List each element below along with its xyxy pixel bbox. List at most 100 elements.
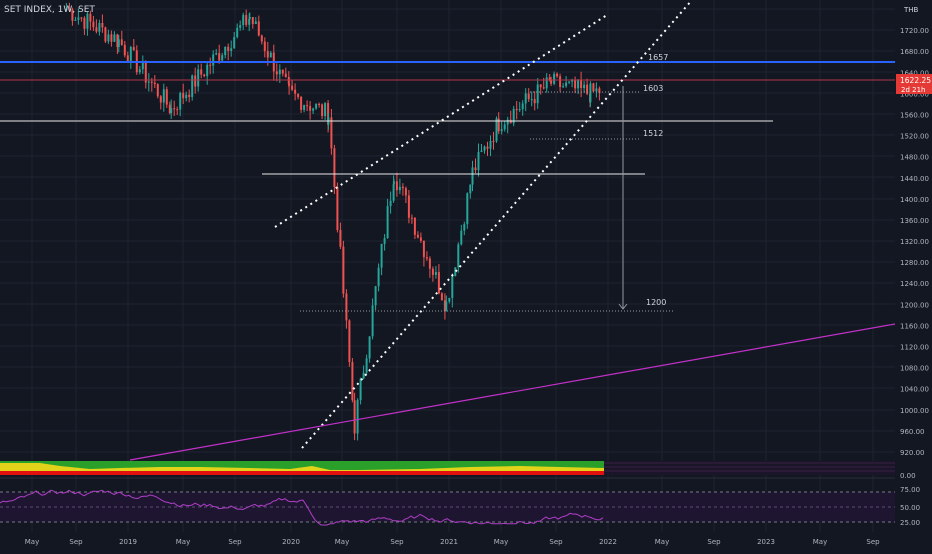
candle-body: [392, 184, 395, 201]
time-label: May: [25, 538, 39, 546]
candle-body: [173, 108, 176, 110]
candle-body: [416, 234, 419, 238]
candle-body: [539, 84, 542, 88]
candle-body: [542, 87, 545, 89]
last-price-value: 1622.25: [900, 76, 931, 85]
candle-body: [580, 79, 583, 89]
candle-body: [469, 184, 472, 194]
candle-body: [536, 84, 539, 104]
price-tick: 1560.00: [900, 111, 929, 119]
candle-body: [374, 286, 377, 306]
candle-body: [431, 268, 434, 275]
candle-body: [351, 362, 354, 401]
candle-body: [165, 89, 168, 105]
candle-body: [153, 82, 156, 85]
time-axis-bg: [0, 532, 932, 550]
candle-body: [483, 146, 486, 151]
candle-body: [239, 25, 242, 28]
time-label: Sep: [228, 538, 242, 546]
time-label: 2023: [757, 538, 775, 546]
candle-body: [254, 21, 257, 25]
time-label: Sep: [866, 538, 880, 546]
candle-body: [365, 358, 368, 373]
candle-body: [324, 103, 327, 117]
long-term-trendline[interactable]: [129, 323, 896, 461]
candle-body: [437, 272, 440, 294]
candle-body: [126, 55, 129, 62]
candle-body: [577, 79, 580, 89]
candle-body: [104, 27, 107, 42]
candle-body: [147, 81, 150, 83]
candle-body: [209, 64, 212, 66]
candle-body: [339, 230, 342, 247]
candle-body: [389, 200, 392, 207]
candle-body: [297, 93, 300, 98]
label-1512: 1512: [643, 129, 663, 138]
candle-body: [497, 118, 500, 132]
candle-body: [368, 336, 371, 359]
price-tick: 1680.00: [900, 48, 929, 56]
candle-body: [321, 104, 324, 117]
candle-body: [395, 181, 398, 191]
candle-body: [197, 69, 200, 87]
candle-body: [303, 105, 306, 110]
time-label: Sep: [69, 538, 83, 546]
price-axis[interactable]: 1720.00 1680.00 1640.00 1600.00 1560.00 1520.…: [900, 27, 929, 457]
candle-body: [176, 109, 179, 111]
time-label: Sep: [707, 538, 721, 546]
candle-body: [521, 103, 524, 110]
candle-body: [218, 53, 221, 61]
candle-body: [512, 108, 515, 124]
rsi-pane: [0, 489, 895, 526]
time-label: May: [176, 538, 190, 546]
candle-body: [443, 300, 446, 312]
candle-body: [474, 167, 477, 171]
candle-body: [457, 244, 460, 268]
candle-body: [336, 186, 339, 231]
candle-body: [489, 141, 492, 149]
candle-body: [460, 230, 463, 245]
time-label: May: [494, 538, 508, 546]
candle-body: [74, 19, 77, 21]
candle-body: [185, 94, 188, 99]
candle-body: [141, 62, 144, 70]
candle-body: [315, 103, 318, 109]
candle-body: [266, 51, 269, 58]
heat-empty-zone: [604, 461, 895, 475]
time-label: May: [655, 538, 669, 546]
candle-body: [503, 124, 506, 130]
candle-body: [471, 167, 474, 185]
symbol-title[interactable]: SET INDEX, 1W, SET: [4, 5, 95, 15]
candle-body: [275, 71, 278, 75]
candle-body: [188, 94, 191, 97]
time-axis[interactable]: May Sep 2019 May Sep 2020 May Sep 2021 May Sep 2022…: [25, 538, 880, 546]
candle-body: [404, 188, 407, 196]
candle-body: [242, 15, 245, 26]
candle-body: [492, 141, 495, 143]
candle-body: [68, 9, 71, 11]
candle-body: [562, 86, 565, 88]
candle-body: [212, 54, 215, 66]
price-tick: 1440.00: [900, 175, 929, 183]
time-label: Sep: [390, 538, 404, 546]
candle-body: [550, 80, 553, 84]
candle-body: [156, 84, 159, 97]
candle-body: [86, 13, 89, 29]
candle-body: [77, 17, 80, 20]
candle-body: [362, 372, 365, 379]
horizontal-grid: [0, 8, 895, 453]
price-tick: 1400.00: [900, 196, 929, 204]
candle-body: [215, 53, 218, 55]
candle-body: [359, 378, 362, 401]
candle-body: [448, 297, 451, 302]
heat-yellow-zone: [0, 463, 604, 471]
candle-body: [333, 148, 336, 187]
label-1603: 1603: [643, 84, 663, 93]
candle-body: [477, 151, 480, 171]
candle-body: [559, 76, 562, 88]
candle-body: [454, 267, 457, 277]
price-tick: 920.00: [900, 449, 925, 457]
candle-body: [506, 119, 509, 125]
